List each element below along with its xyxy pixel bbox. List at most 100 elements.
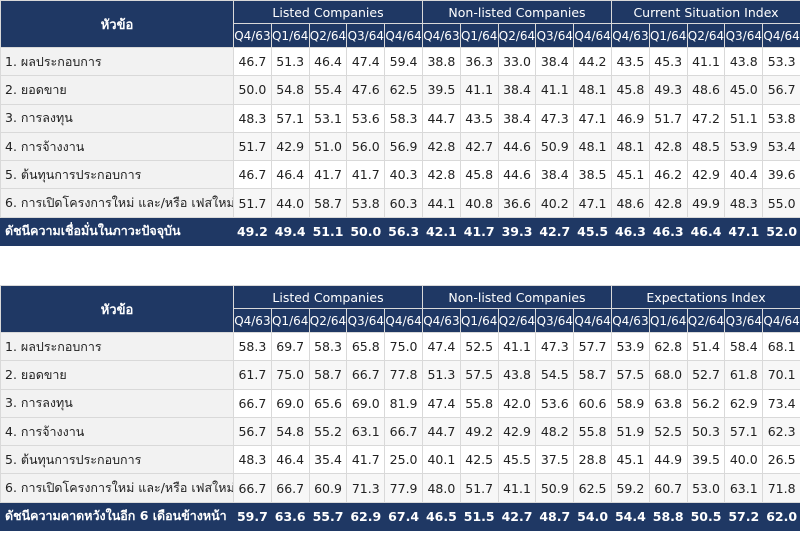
value-cell: 45.0 bbox=[724, 75, 764, 105]
value-cell: 57.1 bbox=[270, 103, 310, 133]
value-cell: 57.5 bbox=[611, 360, 650, 390]
summary-value-cell: 59.7 bbox=[233, 501, 272, 531]
summary-value-cell: 52.0 bbox=[762, 216, 800, 246]
value-cell: 48.3 bbox=[233, 103, 272, 133]
value-cell: 44.2 bbox=[573, 46, 612, 77]
value-cell: 28.8 bbox=[573, 445, 612, 475]
value-cell: 66.7 bbox=[233, 473, 272, 503]
value-cell: 52.5 bbox=[459, 331, 499, 362]
summary-value-cell: 46.4 bbox=[686, 216, 726, 246]
value-cell: 26.5 bbox=[762, 445, 800, 475]
value-cell: 35.4 bbox=[308, 445, 348, 475]
value-cell: 44.7 bbox=[422, 416, 461, 447]
value-cell: 48.0 bbox=[422, 473, 461, 503]
value-cell: 41.7 bbox=[346, 160, 386, 190]
group-header-listed: Listed Companies bbox=[233, 0, 423, 24]
value-cell: 56.9 bbox=[384, 131, 423, 162]
summary-label: ดัชนีความเชื่อมั่นในภาวะปัจจุบัน bbox=[0, 216, 234, 246]
value-cell: 56.7 bbox=[762, 75, 800, 105]
value-cell: 75.0 bbox=[270, 360, 310, 390]
value-cell: 60.6 bbox=[573, 388, 612, 418]
summary-value-cell: 55.7 bbox=[308, 501, 348, 531]
value-cell: 70.1 bbox=[762, 360, 800, 390]
quarter-header: Q2/64 bbox=[497, 23, 537, 48]
summary-value-cell: 47.1 bbox=[724, 216, 764, 246]
summary-value-cell: 62.0 bbox=[762, 501, 800, 531]
value-cell: 48.1 bbox=[573, 75, 612, 105]
value-cell: 62.5 bbox=[573, 473, 612, 503]
value-cell: 51.1 bbox=[724, 103, 764, 133]
row-label: 1. ผลประกอบการ bbox=[0, 331, 234, 362]
value-cell: 47.6 bbox=[346, 75, 386, 105]
value-cell: 46.4 bbox=[270, 160, 310, 190]
table-row: 2. ยอดขาย 61.7 75.0 58.7 66.7 77.8 51.3 57.5 43.… bbox=[0, 360, 800, 390]
quarter-header: Q4/64 bbox=[762, 23, 800, 48]
value-cell: 47.4 bbox=[422, 331, 461, 362]
table-row: 1. ผลประกอบการ 58.3 69.7 58.3 65.8 75.0 47.4 52… bbox=[0, 331, 800, 362]
value-cell: 37.5 bbox=[535, 445, 575, 475]
value-cell: 42.8 bbox=[648, 131, 688, 162]
value-cell: 46.4 bbox=[308, 46, 348, 77]
summary-value-cell: 54.0 bbox=[573, 501, 612, 531]
value-cell: 43.8 bbox=[724, 46, 764, 77]
value-cell: 69.0 bbox=[346, 388, 386, 418]
quarter-header: Q3/64 bbox=[535, 23, 575, 48]
summary-value-cell: 63.6 bbox=[270, 501, 310, 531]
value-cell: 43.5 bbox=[611, 46, 650, 77]
value-cell: 57.1 bbox=[724, 416, 764, 447]
value-cell: 50.0 bbox=[233, 75, 272, 105]
value-cell: 52.5 bbox=[648, 416, 688, 447]
value-cell: 51.7 bbox=[648, 103, 688, 133]
summary-row: ดัชนีความเชื่อมั่นในภาวะปัจจุบัน 49.2 49.4… bbox=[0, 216, 800, 246]
value-cell: 69.7 bbox=[270, 331, 310, 362]
group-header-non-listed: Non-listed Companies bbox=[422, 285, 612, 309]
row-label: 3. การลงทุน bbox=[0, 388, 234, 418]
quarter-header: Q3/64 bbox=[346, 308, 386, 333]
value-cell: 42.8 bbox=[648, 188, 688, 218]
value-cell: 42.5 bbox=[459, 445, 499, 475]
value-cell: 45.1 bbox=[611, 445, 650, 475]
summary-value-cell: 50.5 bbox=[686, 501, 726, 531]
quarter-header: Q4/63 bbox=[422, 23, 461, 48]
value-cell: 48.2 bbox=[535, 416, 575, 447]
value-cell: 45.5 bbox=[497, 445, 537, 475]
value-cell: 53.8 bbox=[762, 103, 800, 133]
value-cell: 43.8 bbox=[497, 360, 537, 390]
summary-value-cell: 42.7 bbox=[535, 216, 575, 246]
value-cell: 45.1 bbox=[611, 160, 650, 190]
quarter-header: Q3/64 bbox=[724, 308, 764, 333]
summary-value-cell: 57.2 bbox=[724, 501, 764, 531]
value-cell: 51.7 bbox=[459, 473, 499, 503]
value-cell: 44.9 bbox=[648, 445, 688, 475]
summary-label: ดัชนีความคาดหวังในอีก 6 เดือนข้างหน้า bbox=[0, 501, 234, 531]
value-cell: 60.9 bbox=[308, 473, 348, 503]
value-cell: 52.7 bbox=[686, 360, 726, 390]
quarter-header: Q2/64 bbox=[497, 308, 537, 333]
value-cell: 63.1 bbox=[346, 416, 386, 447]
row-label: 6. การเปิดโครงการใหม่ และ/หรือ เฟสใหม่ bbox=[0, 188, 234, 218]
quarter-header: Q1/64 bbox=[270, 23, 310, 48]
value-cell: 71.3 bbox=[346, 473, 386, 503]
value-cell: 62.9 bbox=[724, 388, 764, 418]
row-label: 4. การจ้างงาน bbox=[0, 131, 234, 162]
value-cell: 66.7 bbox=[270, 473, 310, 503]
value-cell: 59.2 bbox=[611, 473, 650, 503]
quarter-header: Q2/64 bbox=[308, 23, 348, 48]
value-cell: 38.8 bbox=[422, 46, 461, 77]
group-header-index: Current Situation Index bbox=[610, 0, 800, 24]
value-cell: 57.7 bbox=[573, 331, 612, 362]
value-cell: 44.1 bbox=[422, 188, 461, 218]
value-cell: 75.0 bbox=[384, 331, 423, 362]
value-cell: 40.0 bbox=[724, 445, 764, 475]
value-cell: 39.5 bbox=[686, 445, 726, 475]
value-cell: 40.4 bbox=[724, 160, 764, 190]
row-label: 5. ต้นทุนการประกอบการ bbox=[0, 445, 234, 475]
value-cell: 49.3 bbox=[648, 75, 688, 105]
value-cell: 63.1 bbox=[724, 473, 764, 503]
quarter-header: Q1/64 bbox=[270, 308, 310, 333]
summary-value-cell: 42.1 bbox=[422, 216, 461, 246]
summary-value-cell: 46.5 bbox=[422, 501, 461, 531]
value-cell: 47.1 bbox=[573, 103, 612, 133]
value-cell: 42.8 bbox=[422, 131, 461, 162]
value-cell: 42.8 bbox=[422, 160, 461, 190]
